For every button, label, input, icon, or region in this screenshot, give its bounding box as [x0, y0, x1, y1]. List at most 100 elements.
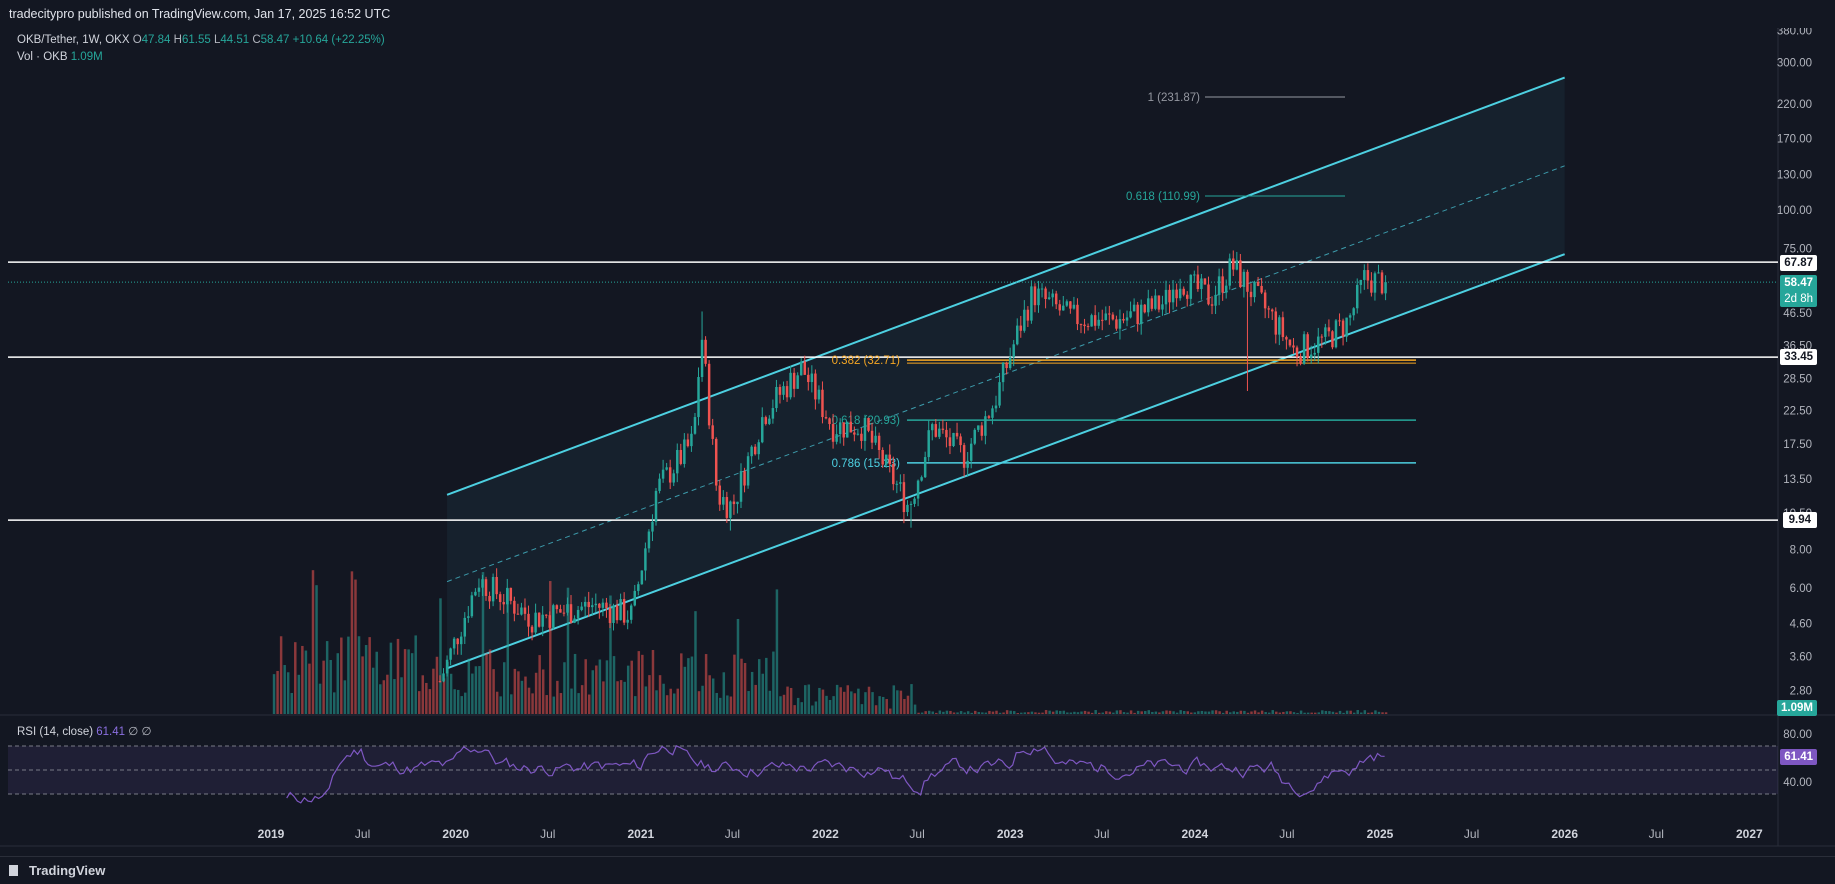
candle-body	[527, 613, 530, 627]
candle-body	[481, 579, 484, 588]
volume-bar	[1211, 710, 1214, 714]
volume-bar	[658, 675, 662, 714]
volume-bar	[818, 687, 821, 714]
candle-body	[782, 386, 785, 395]
candle-body	[1164, 289, 1168, 305]
candle-body	[1232, 258, 1235, 270]
volume-bar	[634, 696, 637, 714]
x-tick-label: Jul	[540, 827, 555, 841]
volume-bar	[1384, 712, 1388, 714]
volume-bar	[850, 691, 853, 714]
volume-bar	[701, 685, 704, 714]
candle-body	[1263, 292, 1267, 309]
candle-body	[849, 421, 853, 433]
rsi-legend[interactable]: RSI (14, close) 61.41 ∅ ∅	[17, 724, 152, 738]
volume-bar	[333, 692, 336, 714]
volume-bar	[577, 693, 580, 714]
volume-bar	[573, 653, 577, 714]
volume-bar	[1310, 712, 1313, 714]
volume-bar	[389, 642, 393, 714]
volume-bar	[1246, 712, 1250, 714]
volume-bar	[1335, 712, 1338, 714]
volume-bar	[336, 653, 340, 714]
volume-bar	[1360, 712, 1363, 714]
volume-bar	[970, 712, 973, 714]
x-tick-label: 2025	[1367, 827, 1394, 841]
volume-bar	[864, 692, 867, 714]
candle-body	[1345, 317, 1348, 337]
volume-bar	[931, 711, 934, 714]
tradingview-logo[interactable]: TradingView	[9, 863, 105, 878]
volume-bar	[1129, 710, 1133, 714]
volume-bar	[630, 660, 633, 714]
volume-bar	[318, 683, 322, 714]
countdown-tag: 2d 8h	[1780, 291, 1817, 307]
x-tick-label: 2019	[258, 827, 285, 841]
candle-body	[1278, 317, 1281, 335]
volume-label: Vol · OKB	[17, 51, 68, 63]
candle-body	[842, 422, 845, 438]
candle-body	[771, 408, 775, 419]
symbol-legend[interactable]: OKB/Tether, 1W, OKX O47.84 H61.55 L44.51…	[17, 34, 385, 46]
candle-body	[1239, 260, 1242, 287]
candle-body	[1203, 278, 1207, 285]
channel-lower-line	[446, 253, 1566, 670]
volume-bar	[1225, 710, 1228, 714]
candle-body	[569, 604, 573, 623]
volume-bar	[495, 691, 499, 714]
volume-legend[interactable]: Vol · OKB 1.09M	[17, 51, 103, 63]
candle-body	[948, 437, 952, 447]
volume-bar	[977, 712, 981, 714]
candle-body	[739, 471, 743, 502]
volume-bar	[1207, 711, 1211, 714]
y-tick-label: 300.00	[1777, 57, 1812, 69]
volume-bar	[786, 686, 789, 714]
candle-body	[1008, 357, 1012, 369]
volume-bar	[612, 656, 616, 714]
candle-body	[1150, 298, 1154, 309]
volume-bar	[616, 681, 619, 714]
volume-bar	[889, 708, 892, 714]
volume-bar	[301, 645, 304, 714]
candle-body	[1122, 318, 1125, 321]
volume-bar	[1101, 712, 1104, 714]
candle-body	[711, 425, 714, 439]
candle-body	[1076, 304, 1079, 325]
candle-body	[725, 497, 729, 518]
candle-body	[969, 443, 973, 461]
volume-bar	[1317, 712, 1321, 714]
candle-body	[931, 424, 934, 431]
candle-body	[1281, 317, 1285, 338]
candle-body	[573, 618, 576, 623]
candle-body	[608, 607, 612, 623]
volume-bar	[1267, 712, 1271, 714]
volume-bar	[513, 668, 517, 714]
volume-bar	[456, 689, 460, 714]
volume-bar	[1377, 711, 1381, 714]
volume-bar	[715, 692, 718, 714]
volume-bar	[460, 696, 463, 714]
volume-bar	[1175, 712, 1179, 714]
volume-bar	[524, 676, 527, 714]
volume-bar	[393, 679, 396, 714]
volume-bar	[1349, 710, 1352, 714]
candle-body	[668, 467, 672, 483]
candle-body	[470, 595, 474, 617]
volume-bar	[407, 649, 410, 714]
volume-bar	[340, 637, 343, 714]
volume-bar	[1221, 712, 1225, 714]
candle-body	[1224, 285, 1228, 293]
level-tag-9: 9.94	[1782, 512, 1817, 528]
candle-body	[1129, 311, 1132, 318]
volume-bar	[711, 678, 715, 714]
candle-body	[1338, 320, 1341, 322]
volume-bar	[828, 699, 832, 714]
candle-body	[601, 602, 605, 608]
volume-bar	[1306, 712, 1310, 714]
volume-bar	[502, 662, 506, 714]
volume-bar	[644, 686, 648, 714]
candle-body	[1012, 344, 1015, 358]
candle-body	[831, 424, 835, 442]
candle-body	[1214, 294, 1217, 306]
